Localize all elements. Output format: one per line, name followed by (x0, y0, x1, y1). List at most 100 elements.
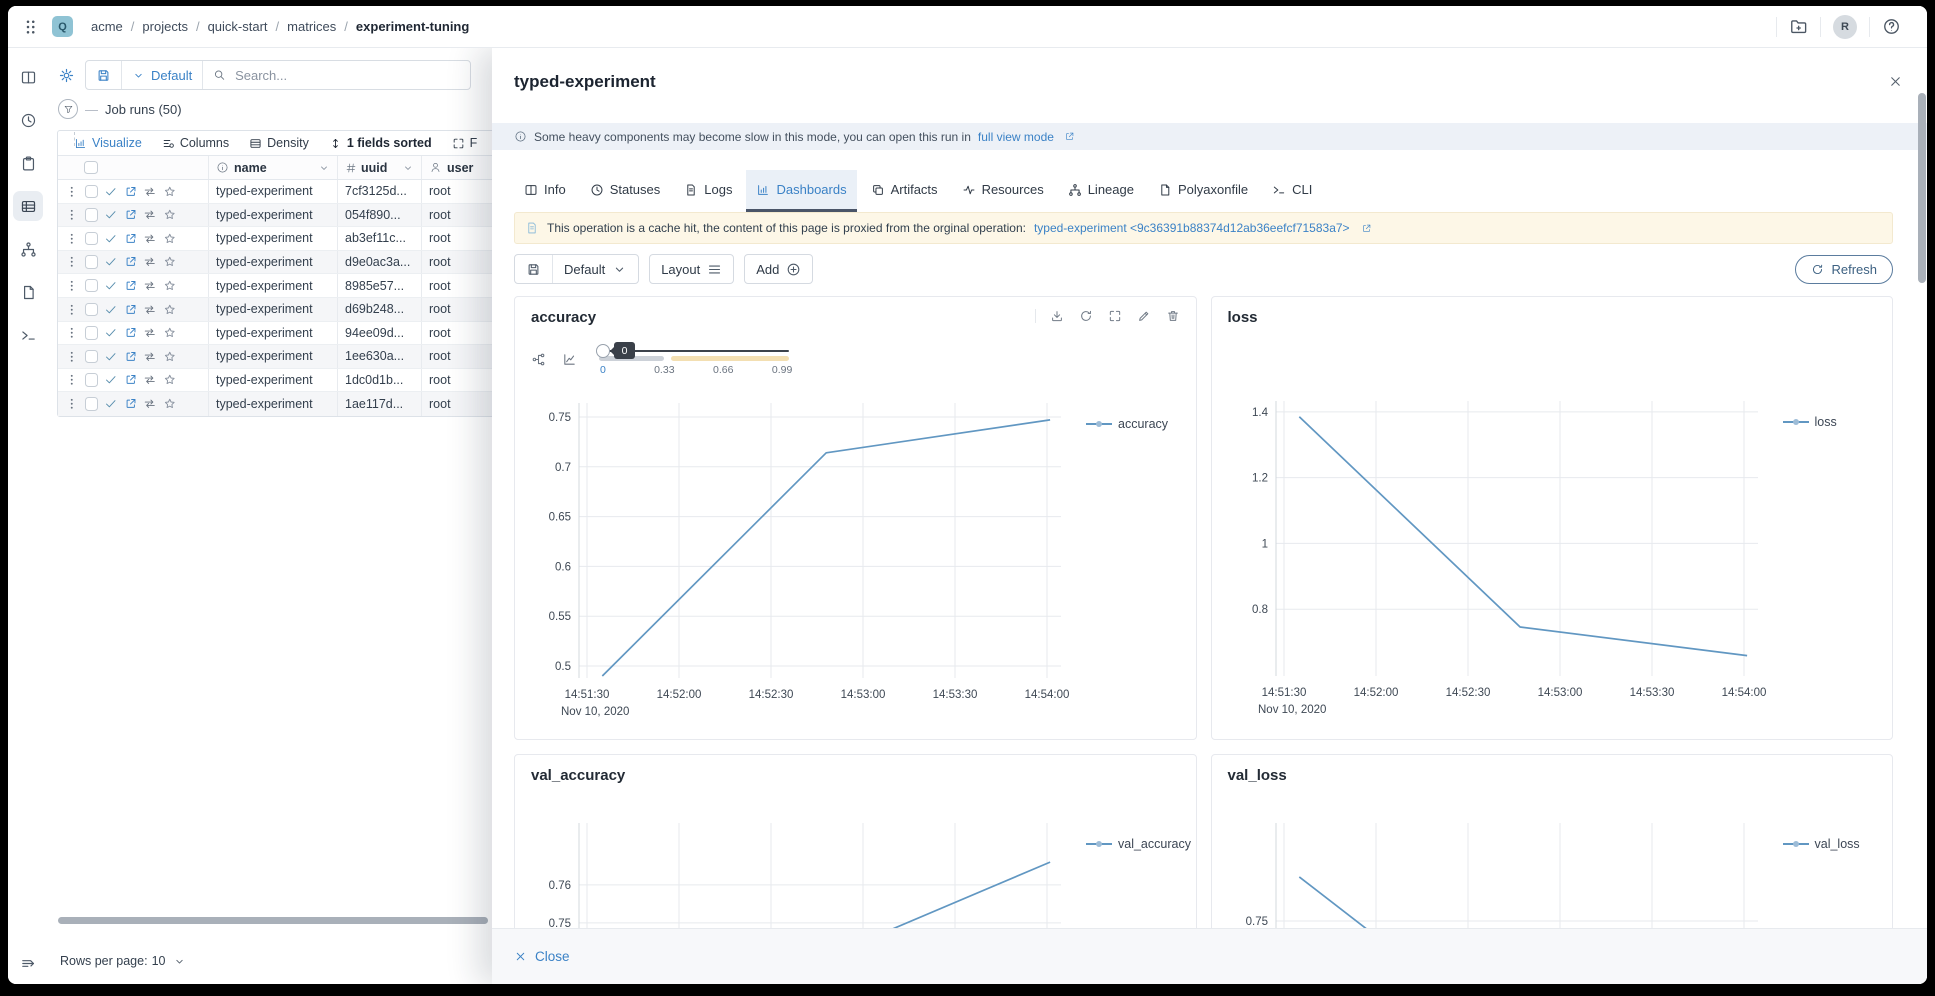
help-icon[interactable] (1870, 17, 1913, 36)
slider-handle[interactable] (596, 343, 610, 358)
breadcrumb-projects[interactable]: projects (142, 19, 188, 34)
table-row[interactable]: typed-experiment d69b248... root (58, 297, 492, 322)
column-header-uuid[interactable]: uuid (337, 156, 421, 179)
row-open-external-icon[interactable] (124, 232, 138, 246)
row-bookmark-star-icon[interactable] (163, 303, 177, 317)
refresh-button[interactable]: Refresh (1795, 254, 1893, 284)
tab-cli[interactable]: CLI (1262, 170, 1322, 212)
download-icon[interactable] (1050, 309, 1064, 323)
row-restart-icon[interactable] (143, 255, 157, 269)
original-operation-link[interactable]: typed-experiment <9c36391b88374d12ab36ee… (1033, 221, 1350, 235)
row-menu-kebab-icon[interactable] (65, 350, 79, 364)
rail-cli-icon[interactable] (13, 320, 43, 350)
rows-per-page[interactable]: Rows per page: 10 (60, 954, 186, 968)
row-menu-kebab-icon[interactable] (65, 255, 79, 269)
row-restart-icon[interactable] (143, 373, 157, 387)
row-open-external-icon[interactable] (124, 303, 138, 317)
row-restart-icon[interactable] (143, 185, 157, 199)
refresh-icon[interactable] (1079, 309, 1093, 323)
row-restart-icon[interactable] (143, 397, 157, 411)
row-checkbox[interactable] (84, 208, 98, 222)
filter-funnel-icon[interactable] (58, 99, 78, 119)
fullscreen-icon[interactable] (1108, 309, 1122, 323)
layout-button[interactable]: Layout (650, 255, 733, 283)
tab-dashboards[interactable]: Dashboards (746, 170, 857, 212)
chart-legend[interactable]: accuracy (1086, 395, 1178, 431)
columns-button[interactable]: Columns (154, 131, 237, 155)
table-row[interactable]: typed-experiment 1ee630a... root (58, 345, 492, 369)
rail-overview-icon[interactable] (13, 62, 43, 92)
row-checkbox[interactable] (84, 278, 98, 293)
accuracy-line-chart[interactable]: 14:51:30 Nov 10, 2020 14:52:00 14:52:30 14:5… (531, 395, 1086, 720)
search-input[interactable] (233, 66, 460, 84)
chart-legend[interactable]: val_accuracy (1086, 815, 1191, 851)
row-bookmark-star-icon[interactable] (163, 373, 177, 387)
full-view-mode-link[interactable]: full view mode (977, 129, 1054, 144)
breadcrumb-matrices[interactable]: matrices (287, 19, 337, 34)
row-menu-kebab-icon[interactable] (65, 373, 79, 387)
horizontal-scrollbar[interactable] (58, 917, 488, 924)
user-avatar[interactable]: R (1833, 14, 1857, 39)
row-menu-kebab-icon[interactable] (65, 303, 79, 317)
run-name[interactable]: typed-experiment (208, 345, 337, 368)
row-checkbox[interactable] (84, 231, 98, 246)
steps-slider[interactable]: 0 0 0.33 0.66 0.99 (596, 341, 792, 377)
edit-pencil-icon[interactable] (1137, 309, 1151, 323)
row-restart-icon[interactable] (143, 350, 157, 364)
save-dashboard-button[interactable] (515, 255, 552, 283)
chart-legend[interactable]: val_loss (1782, 815, 1875, 851)
chevron-down-icon[interactable] (318, 162, 330, 174)
breadcrumb-quick-start[interactable]: quick-start (207, 19, 268, 34)
rail-lineage-icon[interactable] (13, 234, 43, 264)
column-header-user[interactable]: user (421, 156, 492, 179)
settings-gear-icon[interactable] (58, 67, 75, 84)
row-restart-icon[interactable] (143, 303, 157, 317)
org-logo[interactable]: Q (52, 16, 73, 37)
run-name[interactable]: typed-experiment (208, 368, 337, 392)
row-menu-kebab-icon[interactable] (65, 326, 79, 340)
row-bookmark-star-icon[interactable] (163, 208, 177, 222)
projects-folder-icon[interactable] (1777, 17, 1820, 36)
add-widget-button[interactable]: Add (745, 255, 812, 283)
flat-view-button[interactable]: F (444, 131, 486, 155)
row-bookmark-star-icon[interactable] (163, 397, 177, 411)
table-row[interactable]: typed-experiment ab3ef11c... root (58, 227, 492, 251)
save-view-button[interactable] (86, 61, 121, 89)
visualize-button[interactable]: Visualize (66, 131, 150, 155)
breadcrumb-experiment-tuning[interactable]: experiment-tuning (355, 19, 470, 34)
slider-track[interactable] (599, 350, 789, 352)
row-open-external-icon[interactable] (124, 208, 138, 222)
rail-runs-table-icon[interactable] (13, 191, 43, 221)
row-bookmark-star-icon[interactable] (163, 232, 177, 246)
row-checkbox[interactable] (84, 397, 98, 411)
metrics-chart-icon[interactable] (562, 352, 577, 367)
app-switcher-icon[interactable] (22, 18, 40, 36)
row-bookmark-star-icon[interactable] (163, 279, 177, 293)
row-restart-icon[interactable] (143, 326, 157, 340)
row-restart-icon[interactable] (143, 208, 157, 222)
row-menu-kebab-icon[interactable] (65, 232, 79, 246)
tab-lineage[interactable]: Lineage (1058, 170, 1144, 212)
run-name[interactable]: typed-experiment (208, 227, 337, 250)
select-all-checkbox[interactable] (84, 160, 98, 175)
view-preset-dropdown[interactable]: Default (121, 61, 202, 89)
table-row[interactable]: typed-experiment d9e0ac3a... root (58, 250, 492, 275)
row-checkbox[interactable] (84, 255, 98, 269)
table-row[interactable]: typed-experiment 1dc0d1b... root (58, 368, 492, 393)
run-name[interactable]: typed-experiment (208, 297, 337, 321)
run-name[interactable]: typed-experiment (208, 321, 337, 345)
tab-logs[interactable]: Logs (674, 170, 742, 212)
close-button[interactable]: Close (514, 949, 570, 964)
row-bookmark-star-icon[interactable] (163, 326, 177, 340)
delete-trash-icon[interactable] (1166, 309, 1180, 323)
close-drawer-icon[interactable] (1888, 74, 1903, 89)
run-name[interactable]: typed-experiment (208, 274, 337, 297)
table-row[interactable]: typed-experiment 7cf3125d... root (58, 180, 492, 204)
table-row[interactable]: typed-experiment 8985e57... root (58, 274, 492, 298)
row-checkbox[interactable] (84, 373, 98, 387)
row-bookmark-star-icon[interactable] (163, 350, 177, 364)
runs-dag-icon[interactable] (531, 352, 546, 367)
row-open-external-icon[interactable] (124, 373, 138, 387)
